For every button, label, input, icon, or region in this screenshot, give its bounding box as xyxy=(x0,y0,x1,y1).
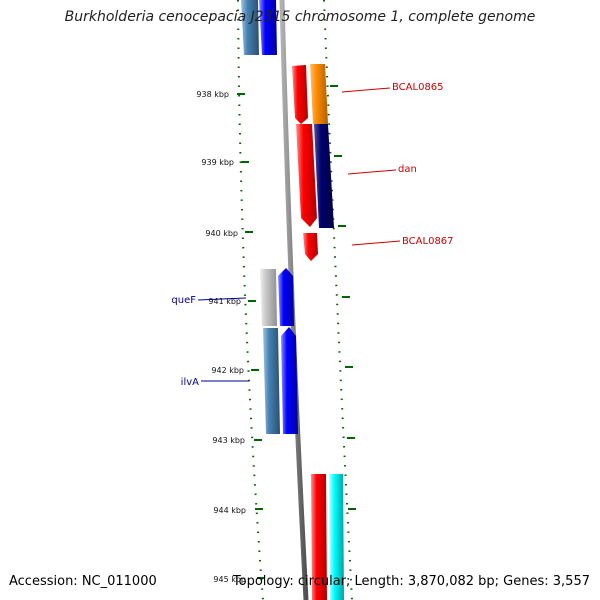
gene-steelblue-ilva xyxy=(263,328,280,434)
gene-navy xyxy=(314,124,334,228)
gene-red-bcal0865 xyxy=(292,65,308,124)
tick-label: 943 kbp xyxy=(212,436,245,445)
gene-red-bcal0867 xyxy=(303,233,318,261)
tick-label: 944 kbp xyxy=(213,506,246,515)
gene-grey-quef xyxy=(260,269,277,326)
tick-label: 942 kbp xyxy=(211,366,244,375)
gene-blue-ilva xyxy=(281,327,298,434)
kbp-axis: 938 kbp 939 kbp 940 kbp 941 kbp 942 kbp … xyxy=(196,90,265,584)
gene-label-quef: queF xyxy=(171,295,196,306)
tick-label: 940 kbp xyxy=(205,229,238,238)
tick-label: 945 kbp xyxy=(213,575,246,584)
leader-line-bcal0867 xyxy=(351,240,401,246)
gene-label-dan: dan xyxy=(398,164,417,175)
tick-label: 939 kbp xyxy=(201,158,234,167)
gene-red-dan xyxy=(296,124,317,227)
gene-labels: BCAL0865 dan BCAL0867 queF ilvA xyxy=(171,82,453,388)
leader-line-quef xyxy=(197,297,247,301)
gene-blue-quef xyxy=(278,268,294,326)
gene-label-bcal0865: BCAL0865 xyxy=(392,82,444,93)
gene-label-bcal0867: BCAL0867 xyxy=(402,236,454,247)
gene-orange xyxy=(310,64,328,124)
gene-blue-top xyxy=(259,0,277,55)
gene-blocks xyxy=(241,0,344,600)
leader-line-bcal0865 xyxy=(341,87,391,93)
tick-label: 941 kbp xyxy=(208,297,241,306)
accession-label: Accession: NC_011000 xyxy=(9,574,157,589)
gene-red-bottom xyxy=(311,474,327,600)
gene-cyan-bottom xyxy=(329,474,344,600)
leader-line-dan xyxy=(347,169,397,175)
gene-steelblue-top xyxy=(241,0,259,55)
tick-label: 938 kbp xyxy=(196,90,229,99)
gene-label-ilva: ilvA xyxy=(181,377,199,388)
outer-ticks xyxy=(330,85,356,510)
topology-summary: Topology: circular; Length: 3,870,082 bp… xyxy=(232,574,590,589)
map-title: Burkholderia cenocepacia J2315 chromosom… xyxy=(64,9,536,25)
